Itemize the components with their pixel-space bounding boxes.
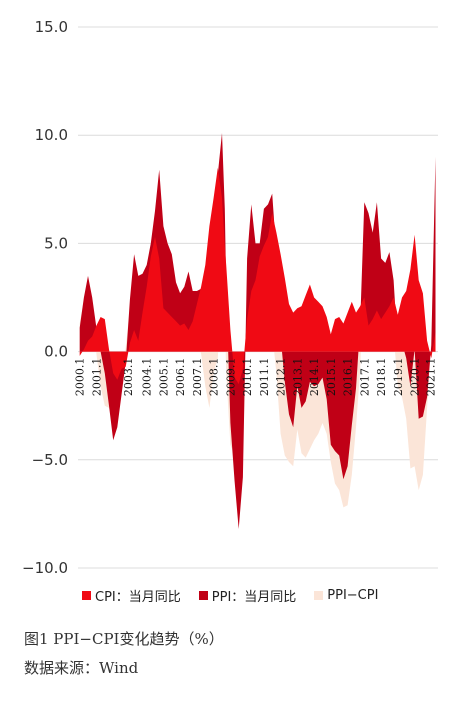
y-tick-label: 0.0 bbox=[44, 343, 68, 361]
area-cpi bbox=[79, 167, 436, 385]
chart: 15.0 10.0 5.0 0.0 −5.0 −10.0 2000.1 2001.1 2003… bbox=[22, 18, 438, 577]
x-tick-label: 2018.1 bbox=[375, 358, 388, 397]
legend-swatch-ppi bbox=[198, 591, 208, 600]
x-tick-label: 2019.1 bbox=[392, 358, 405, 397]
y-tick-label: 15.0 bbox=[35, 18, 68, 36]
x-tick-label: 2001.1 bbox=[90, 358, 103, 397]
figure-title: 图1 PPI−CPI变化趋势（%） bbox=[24, 630, 224, 648]
x-tick-label: 2008.1 bbox=[208, 358, 221, 397]
legend-item-diff: PPI−CPI bbox=[314, 588, 378, 603]
y-tick-label: −5.0 bbox=[32, 451, 68, 469]
x-tick-label: 2013.1 bbox=[291, 358, 304, 397]
y-tick-label: 10.0 bbox=[35, 126, 68, 144]
series-areas bbox=[79, 133, 436, 529]
x-tick-label: 2007.1 bbox=[191, 358, 204, 397]
y-tick-label: −10.0 bbox=[22, 559, 68, 577]
legend-label-ppi: PPI：当月同比 bbox=[211, 590, 297, 605]
legend-item-ppi: PPI：当月同比 bbox=[198, 586, 297, 605]
x-tick-label: 2000.1 bbox=[74, 358, 87, 397]
x-tick-label: 2004.1 bbox=[141, 358, 154, 397]
legend-label-diff: PPI−CPI bbox=[327, 588, 379, 603]
x-tick-label: 2012.1 bbox=[275, 358, 288, 397]
x-tick-label: 2020.1 bbox=[409, 358, 422, 397]
x-tick-label: 2010.1 bbox=[241, 358, 254, 397]
x-tick-label: 2015.1 bbox=[325, 358, 338, 397]
legend-swatch-cpi bbox=[82, 591, 91, 600]
x-tick-label: 2009.1 bbox=[224, 358, 237, 397]
x-tick-label: 2003.1 bbox=[122, 358, 135, 397]
legend-item-cpi: CPI：当月同比 bbox=[82, 586, 181, 605]
x-tick-label: 2005.1 bbox=[157, 358, 170, 397]
x-tick-label: 2017.1 bbox=[358, 358, 371, 397]
x-tick-label: 2014.1 bbox=[308, 358, 321, 397]
x-tick-label: 2021.1 bbox=[425, 358, 438, 397]
x-axis: 2000.1 2001.1 2003.1 2004.1 2005.1 2006.1 2007… bbox=[74, 358, 438, 397]
x-tick-label: 2006.1 bbox=[174, 358, 187, 397]
x-tick-label: 2016.1 bbox=[342, 358, 355, 397]
legend: CPI：当月同比 PPI：当月同比 PPI−CPI bbox=[82, 586, 396, 605]
y-axis: 15.0 10.0 5.0 0.0 −5.0 −10.0 bbox=[22, 18, 68, 577]
legend-label-cpi: CPI：当月同比 bbox=[95, 590, 181, 605]
y-tick-label: 5.0 bbox=[44, 234, 68, 252]
legend-swatch-diff bbox=[314, 591, 324, 600]
x-tick-label: 2011.1 bbox=[258, 358, 271, 397]
data-source: 数据来源：Wind bbox=[24, 659, 139, 677]
